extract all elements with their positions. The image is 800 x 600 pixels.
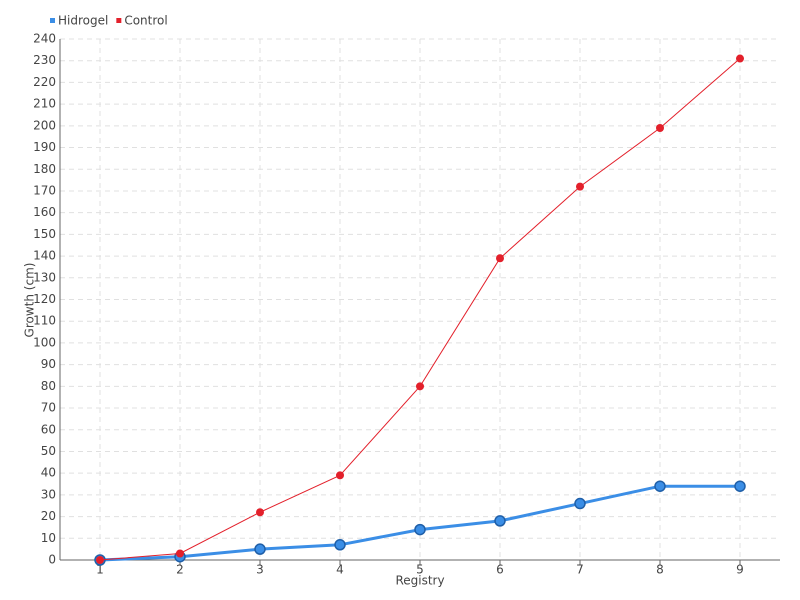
data-point xyxy=(336,471,344,480)
x-tick-label: 4 xyxy=(336,563,344,577)
y-tick-label: 70 xyxy=(41,401,56,415)
x-tick-label: 5 xyxy=(416,563,424,577)
y-tick-label: 110 xyxy=(33,314,56,328)
y-tick-label: 20 xyxy=(41,509,56,523)
x-tick-label: 3 xyxy=(256,563,264,577)
data-point xyxy=(334,539,346,551)
x-tick-label: 6 xyxy=(496,563,504,577)
y-tick-label: 130 xyxy=(33,270,56,284)
data-point xyxy=(574,497,586,510)
y-tick-label: 160 xyxy=(33,205,56,219)
y-tick-label: 100 xyxy=(33,335,56,349)
data-point xyxy=(496,254,504,263)
data-point xyxy=(654,480,666,492)
y-tick-label: 220 xyxy=(33,75,56,89)
data-point xyxy=(256,508,264,517)
x-tick-label: 8 xyxy=(656,563,664,577)
y-tick-label: 140 xyxy=(33,249,56,263)
y-tick-label: 0 xyxy=(48,553,56,567)
y-tick-label: 170 xyxy=(33,183,56,197)
data-point xyxy=(576,182,584,191)
y-tick-label: 120 xyxy=(33,292,56,306)
x-tick-label: 1 xyxy=(96,563,104,577)
y-tick-label: 200 xyxy=(33,118,56,132)
y-tick-label: 210 xyxy=(33,97,56,111)
y-axis-label: Growth (cm) xyxy=(23,263,37,338)
x-tick-label: 7 xyxy=(576,563,584,577)
data-point xyxy=(254,543,266,555)
x-tick-label: 9 xyxy=(736,563,744,577)
legend-label: Hidrogel xyxy=(58,14,108,28)
legend-swatch xyxy=(50,18,55,23)
y-tick-label: 190 xyxy=(33,140,56,154)
data-point xyxy=(414,523,426,536)
x-tick-label: 2 xyxy=(176,563,184,577)
data-point xyxy=(736,54,744,63)
y-tick-label: 180 xyxy=(33,162,56,176)
x-axis-label: Registry xyxy=(395,574,444,588)
legend-swatch xyxy=(116,18,122,23)
data-point xyxy=(96,556,104,564)
y-tick-label: 40 xyxy=(41,466,56,480)
y-tick-label: 90 xyxy=(41,357,56,371)
data-point xyxy=(734,480,746,492)
data-point xyxy=(494,515,506,527)
y-tick-label: 10 xyxy=(41,531,56,545)
y-tick-label: 80 xyxy=(41,379,56,393)
y-tick-label: 150 xyxy=(33,227,56,241)
y-tick-label: 30 xyxy=(41,487,56,501)
series-line xyxy=(99,484,740,562)
legend-label: Control xyxy=(124,14,167,28)
y-tick-label: 50 xyxy=(41,444,56,458)
data-point xyxy=(416,382,424,391)
data-point xyxy=(176,549,184,558)
y-tick-label: 60 xyxy=(41,422,56,436)
data-point xyxy=(656,124,664,133)
y-tick-label: 240 xyxy=(33,32,56,46)
y-tick-label: 230 xyxy=(33,53,56,67)
